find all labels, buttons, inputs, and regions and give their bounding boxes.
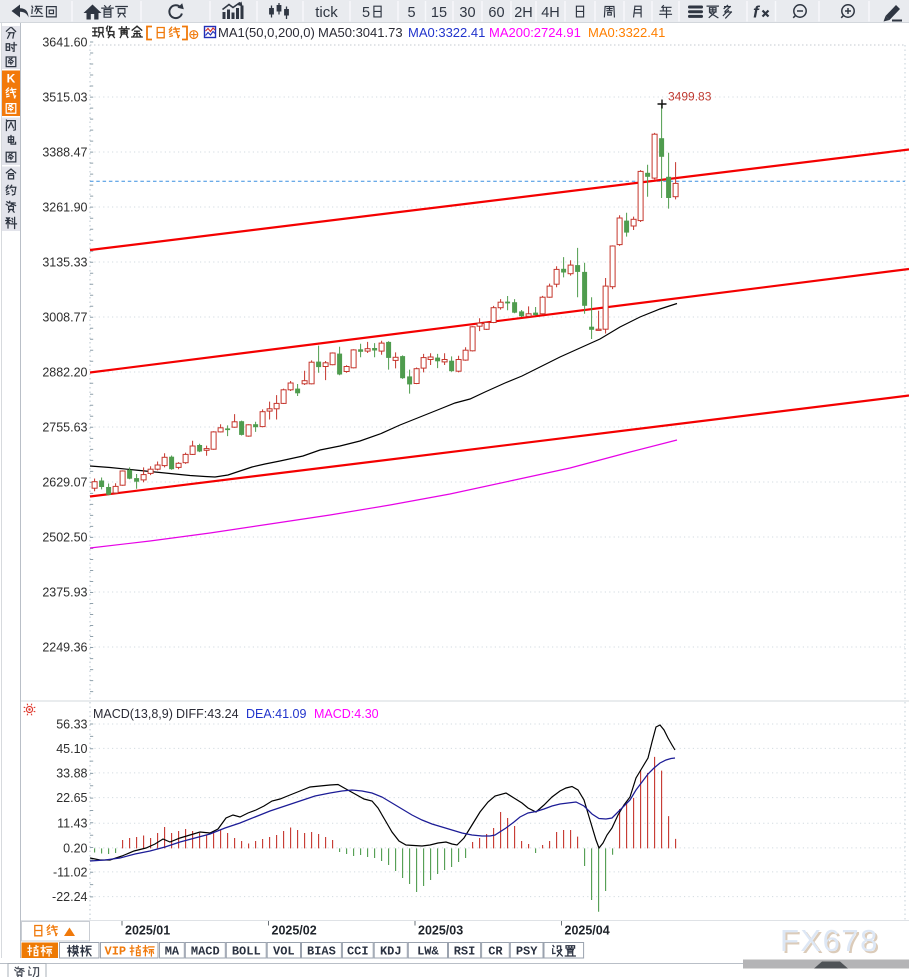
svg-text:BIAS: BIAS: [307, 945, 336, 959]
svg-text:DEA:41.09: DEA:41.09: [246, 707, 307, 721]
svg-text:3261.90: 3261.90: [42, 201, 87, 215]
svg-text:2H: 2H: [514, 5, 533, 21]
svg-text:3388.47: 3388.47: [42, 146, 87, 160]
svg-text:KDJ: KDJ: [380, 945, 402, 959]
svg-text:2755.63: 2755.63: [42, 421, 87, 435]
svg-text:3008.77: 3008.77: [42, 311, 87, 325]
svg-text:3135.33: 3135.33: [42, 256, 87, 270]
svg-text:2025/01: 2025/01: [125, 924, 170, 938]
svg-text:BOLL: BOLL: [232, 945, 261, 959]
svg-text:MA0:3322.41: MA0:3322.41: [408, 25, 485, 40]
svg-text:22.65: 22.65: [56, 791, 87, 805]
svg-text:f: f: [753, 3, 761, 22]
svg-text:30: 30: [459, 5, 475, 21]
svg-text:-22.24: -22.24: [52, 890, 87, 904]
svg-text:VIP: VIP: [105, 945, 127, 959]
svg-text:60: 60: [488, 5, 504, 21]
svg-text:2025/02: 2025/02: [272, 924, 317, 938]
svg-text:MACD(13,8,9): MACD(13,8,9): [93, 707, 173, 721]
svg-text:VOL: VOL: [273, 945, 295, 959]
svg-text:4H: 4H: [541, 5, 560, 21]
svg-text:K: K: [7, 71, 16, 85]
svg-text:2025/04: 2025/04: [565, 924, 610, 938]
svg-text:56.33: 56.33: [56, 718, 87, 732]
svg-text:2025/03: 2025/03: [418, 924, 463, 938]
svg-text:MACD: MACD: [191, 945, 220, 959]
svg-text:tick: tick: [315, 4, 338, 21]
svg-text:5: 5: [407, 5, 415, 21]
svg-text:0.20: 0.20: [63, 841, 87, 855]
svg-text:MA0:3322.41: MA0:3322.41: [588, 25, 665, 40]
svg-text:2249.36: 2249.36: [42, 641, 87, 655]
svg-text:3499.83: 3499.83: [668, 90, 712, 104]
svg-text:2629.07: 2629.07: [42, 476, 87, 490]
svg-text:PSY: PSY: [516, 945, 538, 959]
svg-text:33.88: 33.88: [56, 766, 87, 780]
svg-text:RSI: RSI: [454, 945, 476, 959]
svg-text:MA1(50,0,200,0): MA1(50,0,200,0): [218, 25, 315, 40]
svg-text:CR: CR: [488, 945, 503, 959]
svg-text:45.10: 45.10: [56, 742, 87, 756]
svg-text:-11.02: -11.02: [53, 865, 88, 879]
svg-text:2882.20: 2882.20: [42, 366, 87, 380]
svg-text:15: 15: [431, 5, 447, 21]
svg-text:MA: MA: [165, 945, 180, 959]
svg-text:11.43: 11.43: [57, 817, 87, 831]
svg-text:3641.60: 3641.60: [42, 36, 87, 50]
svg-text:FX678: FX678: [782, 925, 881, 960]
svg-text:2502.50: 2502.50: [42, 531, 87, 545]
svg-text:CCI: CCI: [347, 945, 369, 959]
svg-text:MA200:2724.91: MA200:2724.91: [489, 25, 581, 40]
svg-text:MA50:3041.73: MA50:3041.73: [318, 25, 403, 40]
svg-text:DIFF:43.24: DIFF:43.24: [176, 707, 239, 721]
svg-text:LW&: LW&: [417, 945, 439, 959]
svg-text:FX678: FX678: [780, 923, 879, 958]
svg-text:3515.03: 3515.03: [42, 91, 87, 105]
svg-text:5: 5: [362, 5, 370, 21]
svg-text:2375.93: 2375.93: [42, 586, 87, 600]
svg-text:MACD:4.30: MACD:4.30: [314, 707, 379, 721]
